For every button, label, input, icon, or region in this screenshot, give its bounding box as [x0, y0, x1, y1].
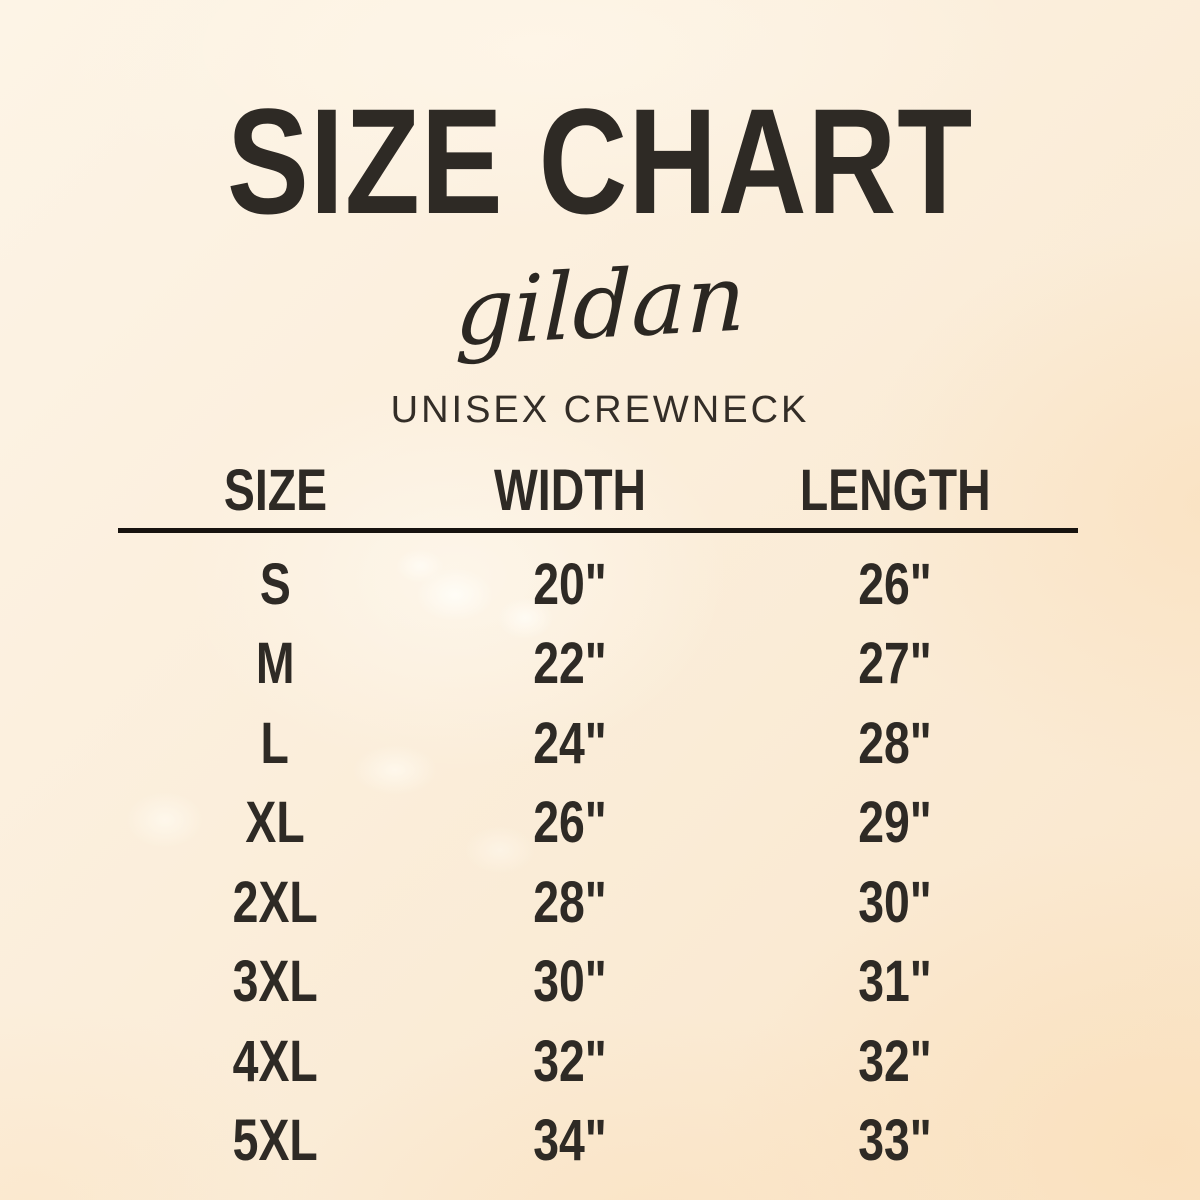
table-row: 2XL 28" 30": [110, 863, 1090, 943]
product-subtitle: UNISEX CREWNECK: [390, 389, 810, 431]
size-cell: 3XL: [232, 949, 318, 1015]
length-cell: 28": [858, 710, 932, 776]
header-divider: [118, 528, 1078, 533]
width-cell: 30": [533, 949, 607, 1015]
page-title: SIZE CHART: [0, 86, 1200, 236]
table-row: M 22" 27": [110, 625, 1090, 705]
width-cell: 28": [533, 869, 607, 935]
brand-script: gildan: [0, 244, 1200, 368]
column-header-size: SIZE: [223, 458, 327, 523]
table-header: SIZE WIDTH LENGTH: [110, 462, 1090, 520]
size-cell: S: [259, 551, 291, 617]
table-row: 3XL 30" 31": [110, 943, 1090, 1023]
table-row: 5XL 34" 33": [110, 1102, 1090, 1182]
table-row: S 20" 26": [110, 545, 1090, 625]
length-cell: 33": [858, 1108, 932, 1174]
page-title-text: SIZE CHART: [226, 77, 974, 245]
brand-name: gildan: [453, 244, 747, 367]
length-cell: 31": [858, 949, 932, 1015]
table-row: 4XL 32" 32": [110, 1022, 1090, 1102]
size-cell: XL: [245, 790, 305, 856]
width-cell: 32": [533, 1028, 607, 1094]
table-row: L 24" 28": [110, 704, 1090, 784]
size-cell: 2XL: [232, 869, 318, 935]
column-header-width: WIDTH: [493, 458, 647, 523]
length-cell: 26": [858, 551, 932, 617]
length-cell: 30": [858, 869, 932, 935]
table-body: S 20" 26" M 22" 27" L 24" 28" XL 26" 29"…: [110, 545, 1090, 1181]
size-cell: 5XL: [232, 1108, 318, 1174]
length-cell: 29": [858, 790, 932, 856]
width-cell: 34": [533, 1108, 607, 1174]
width-cell: 26": [533, 790, 607, 856]
size-cell: M: [255, 631, 295, 697]
width-cell: 22": [533, 631, 607, 697]
length-cell: 27": [858, 631, 932, 697]
width-cell: 24": [533, 710, 607, 776]
size-cell: 4XL: [232, 1028, 318, 1094]
width-cell: 20": [533, 551, 607, 617]
length-cell: 32": [858, 1028, 932, 1094]
table-row: XL 26" 29": [110, 784, 1090, 864]
column-header-length: LENGTH: [799, 458, 991, 523]
size-cell: L: [260, 710, 290, 776]
